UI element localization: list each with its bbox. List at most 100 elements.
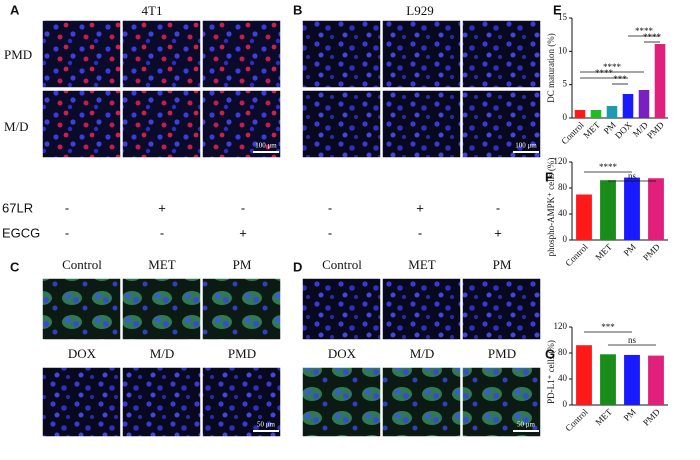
micrograph-border xyxy=(41,19,122,89)
x-tick-label: MET xyxy=(593,406,614,427)
micrograph xyxy=(302,367,381,437)
micrograph xyxy=(42,278,121,340)
x-tick-label: PMD xyxy=(641,406,662,427)
y-tick-label: 40 xyxy=(558,208,568,218)
treatment-sign: - xyxy=(418,225,422,240)
y-tick-label: 120 xyxy=(554,156,568,166)
micrograph xyxy=(202,90,281,158)
panel-title: L929 xyxy=(406,3,433,18)
y-tick-label: 0 xyxy=(563,399,568,409)
micrograph-border xyxy=(381,89,462,159)
bar xyxy=(606,106,618,118)
micrograph-border xyxy=(381,366,462,438)
row-label: M/D xyxy=(4,119,29,134)
micrograph xyxy=(122,90,201,158)
bar xyxy=(624,177,640,240)
y-tick-label: 10 xyxy=(558,45,568,55)
bar xyxy=(648,355,664,405)
significance-label: **** xyxy=(599,162,618,172)
treatment-sign: + xyxy=(494,225,502,240)
micrograph-border xyxy=(41,89,122,159)
micrograph-border xyxy=(301,89,382,159)
column-label: M/D xyxy=(150,346,175,361)
bar xyxy=(624,354,640,405)
column-label: M/D xyxy=(410,346,435,361)
significance-label: **** xyxy=(595,68,614,78)
micrograph xyxy=(382,90,461,158)
scale-bar-label: 50 μm xyxy=(517,421,536,429)
panel-label: B xyxy=(293,2,302,17)
micrograph-border xyxy=(201,277,282,341)
x-tick-label: MET xyxy=(593,241,614,262)
micrograph-border xyxy=(301,19,382,89)
column-label: MET xyxy=(408,257,436,272)
micrograph-border xyxy=(201,19,282,89)
micrograph xyxy=(42,20,121,88)
y-axis-label: DC maturation (%) xyxy=(546,33,556,102)
treatment-name: EGCG xyxy=(2,225,40,240)
micrograph-border xyxy=(381,277,462,341)
x-tick-label: Control xyxy=(563,406,590,433)
micrograph-border xyxy=(41,277,122,341)
micrograph xyxy=(202,278,281,340)
panel-label: G xyxy=(545,346,555,361)
panel-label: C xyxy=(10,259,20,274)
y-tick-label: 0 xyxy=(563,234,568,244)
panel-label: A xyxy=(10,2,20,17)
micrograph xyxy=(202,367,281,437)
significance-label: ns xyxy=(628,171,637,181)
micrograph xyxy=(122,367,201,437)
treatment-sign: - xyxy=(496,200,500,215)
y-axis-label: PD-L1⁺ cells (%) xyxy=(546,340,556,404)
scale-bar-label: 100 μm xyxy=(515,142,537,150)
significance-label: **** xyxy=(635,26,654,36)
y-tick-label: 80 xyxy=(558,347,568,357)
bar xyxy=(590,110,602,118)
micrograph xyxy=(302,90,381,158)
micrograph-border xyxy=(301,277,382,341)
micrograph-border xyxy=(301,366,382,438)
y-tick-label: 15 xyxy=(558,12,568,22)
row-label: PMD xyxy=(4,47,32,62)
bar xyxy=(576,194,592,240)
x-tick-label: DOX xyxy=(613,119,634,140)
micrograph-border xyxy=(461,19,542,89)
bar xyxy=(576,345,592,405)
panel-label: F xyxy=(545,169,553,184)
column-label: DOX xyxy=(328,346,357,361)
micrograph-border xyxy=(121,19,202,89)
y-tick-label: 5 xyxy=(563,79,568,89)
x-tick-label: PM xyxy=(622,242,638,258)
micrograph-border xyxy=(461,89,542,159)
significance-label: ns xyxy=(628,335,637,345)
micrograph-border xyxy=(41,366,122,438)
micrograph-border xyxy=(461,277,542,341)
bar xyxy=(638,90,650,118)
y-axis-label: phospho-AMPK⁺ cells (%) xyxy=(546,158,556,257)
micrograph xyxy=(382,20,461,88)
column-label: PM xyxy=(233,257,252,272)
y-tick-label: 0 xyxy=(563,112,568,122)
treatment-sign: - xyxy=(160,225,164,240)
micrograph-border xyxy=(461,366,542,438)
treatment-sign: - xyxy=(65,200,69,215)
significance-label: **** xyxy=(643,32,662,42)
bar xyxy=(574,110,586,118)
micrograph-border xyxy=(121,277,202,341)
bar xyxy=(648,178,664,240)
treatment-sign: - xyxy=(328,225,332,240)
micrograph xyxy=(202,20,281,88)
micrograph xyxy=(302,20,381,88)
x-tick-label: PMD xyxy=(645,119,666,140)
panel-label: D xyxy=(293,259,302,274)
column-label: Control xyxy=(62,257,102,272)
micrograph xyxy=(122,278,201,340)
micrograph xyxy=(462,278,541,340)
x-tick-label: MET xyxy=(581,119,602,140)
column-label: DOX xyxy=(68,346,97,361)
panel-title: 4T1 xyxy=(142,3,163,18)
x-tick-label: PM xyxy=(622,407,638,423)
micrograph-border xyxy=(201,366,282,438)
micrograph xyxy=(462,90,541,158)
